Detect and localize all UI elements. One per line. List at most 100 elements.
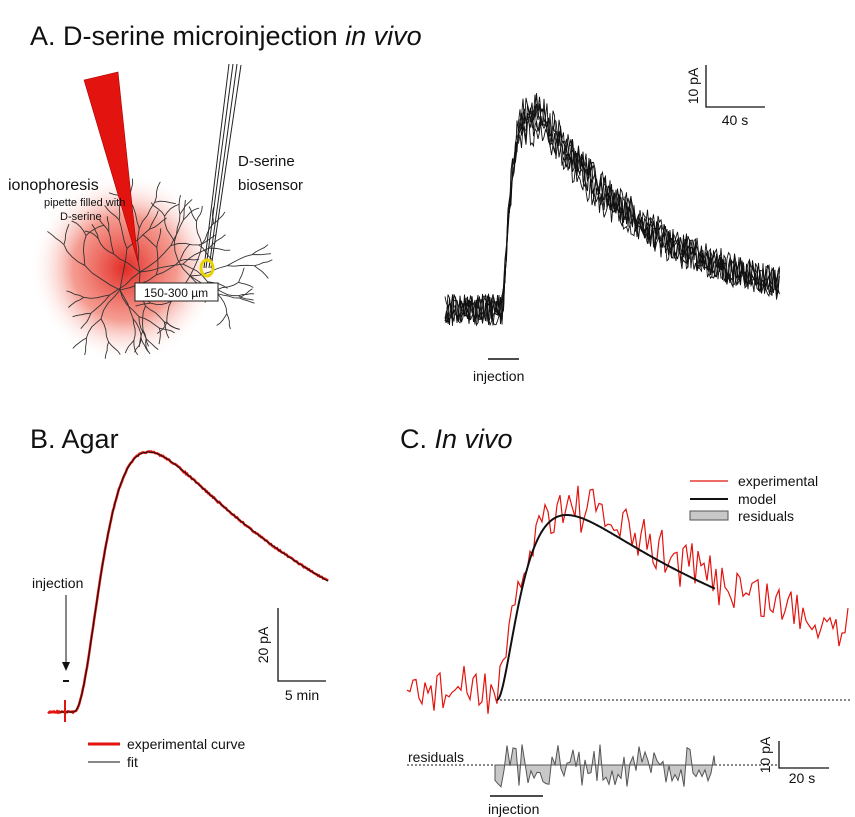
dendrite [216, 313, 228, 326]
traces [444, 93, 780, 327]
dendrite [154, 200, 176, 205]
distance-box [134, 282, 219, 302]
dendrite [109, 271, 141, 296]
dendrite [188, 206, 197, 222]
dendrite [124, 340, 135, 354]
dendrite [126, 228, 150, 249]
dendrite [104, 341, 110, 359]
dendrite [135, 302, 151, 307]
dendrite [106, 216, 110, 232]
dendrite [118, 219, 128, 249]
scale-y-label: 10 pA [757, 736, 773, 773]
dendrite [189, 265, 228, 277]
dendrite [226, 313, 231, 330]
dendrite [113, 253, 141, 273]
dendrite [217, 282, 239, 291]
residuals-label: residuals [408, 749, 464, 765]
dendrite [139, 245, 172, 273]
dendrite [139, 263, 184, 273]
scale-y-label: 10 pA [685, 67, 701, 104]
scale-bar [705, 65, 765, 108]
dendrite [195, 221, 203, 245]
dendrite [97, 238, 114, 255]
dendrite [68, 296, 85, 308]
panel-a-title: A. D-serine microinjection in vivo [30, 21, 422, 51]
scale-x-label: 5 min [285, 687, 319, 703]
dendrite [138, 316, 160, 329]
scale-bar [277, 608, 326, 682]
dendrite [254, 259, 273, 267]
panel-c-title: C. In vivo [400, 424, 513, 454]
dendrite [170, 242, 200, 246]
dendrite [85, 318, 102, 339]
dendrite [183, 199, 186, 220]
dendrite [254, 265, 269, 279]
title-text: C. [400, 424, 427, 454]
dendrite [90, 294, 111, 314]
dendrite [251, 244, 269, 256]
dendrite [155, 247, 159, 276]
dendrite [132, 318, 142, 339]
dendrite [119, 289, 140, 317]
panel-b-title: B. Agar [30, 424, 119, 454]
dendrite [84, 337, 87, 356]
dendrite [80, 313, 92, 329]
dendrite [145, 338, 159, 350]
legend-swatch [689, 510, 729, 521]
experimental-curve [47, 450, 329, 715]
dendrite [66, 290, 84, 298]
dendrite [178, 195, 181, 215]
dendrite [179, 199, 193, 215]
dendrite [164, 203, 180, 217]
dendrite [133, 340, 139, 356]
dendrite [156, 260, 181, 276]
dendrite [182, 263, 208, 283]
dendrite [164, 216, 175, 242]
dendrite [71, 220, 87, 236]
dendrite [108, 231, 115, 254]
dendrite [63, 244, 86, 266]
dendrite [104, 205, 120, 221]
dendrite [83, 294, 111, 299]
dendrite [196, 205, 203, 222]
scale-y-label: 20 pA [255, 626, 271, 663]
dendrite [100, 289, 121, 319]
dendrite [189, 244, 203, 277]
dendrite [148, 210, 159, 230]
dendrite [132, 318, 136, 341]
dendrite [216, 293, 228, 314]
dendrite [72, 337, 87, 349]
trace [445, 94, 780, 325]
dendrite [208, 234, 226, 249]
dendrite [159, 327, 175, 334]
trace [444, 105, 780, 325]
dendrite [174, 214, 181, 242]
dendrite [166, 321, 180, 330]
dendrite [170, 219, 184, 246]
dendrite [179, 244, 191, 261]
residuals [494, 744, 716, 788]
dendrite [227, 264, 255, 267]
dendrite [145, 338, 151, 355]
dendrite [145, 305, 165, 323]
dendrite [63, 224, 70, 245]
distance-label: 150-300 µm [144, 286, 208, 300]
dendrite [108, 341, 121, 355]
scale-x-label: 20 s [789, 770, 815, 786]
dendrite [238, 267, 245, 283]
biosensor-label: biosensor [238, 177, 303, 194]
dendrite [166, 300, 172, 323]
dendrite [226, 254, 253, 267]
dendrite [84, 230, 99, 239]
model [496, 514, 716, 701]
injection-label: injection [488, 801, 539, 817]
dendrite [83, 235, 87, 266]
title-italic: In vivo [435, 424, 513, 454]
dendrite [154, 181, 161, 203]
legend-label: experimental curve [127, 736, 245, 752]
trace [444, 118, 780, 326]
dendrite [149, 217, 167, 230]
dendrite [119, 248, 128, 291]
dendrite [138, 316, 147, 339]
